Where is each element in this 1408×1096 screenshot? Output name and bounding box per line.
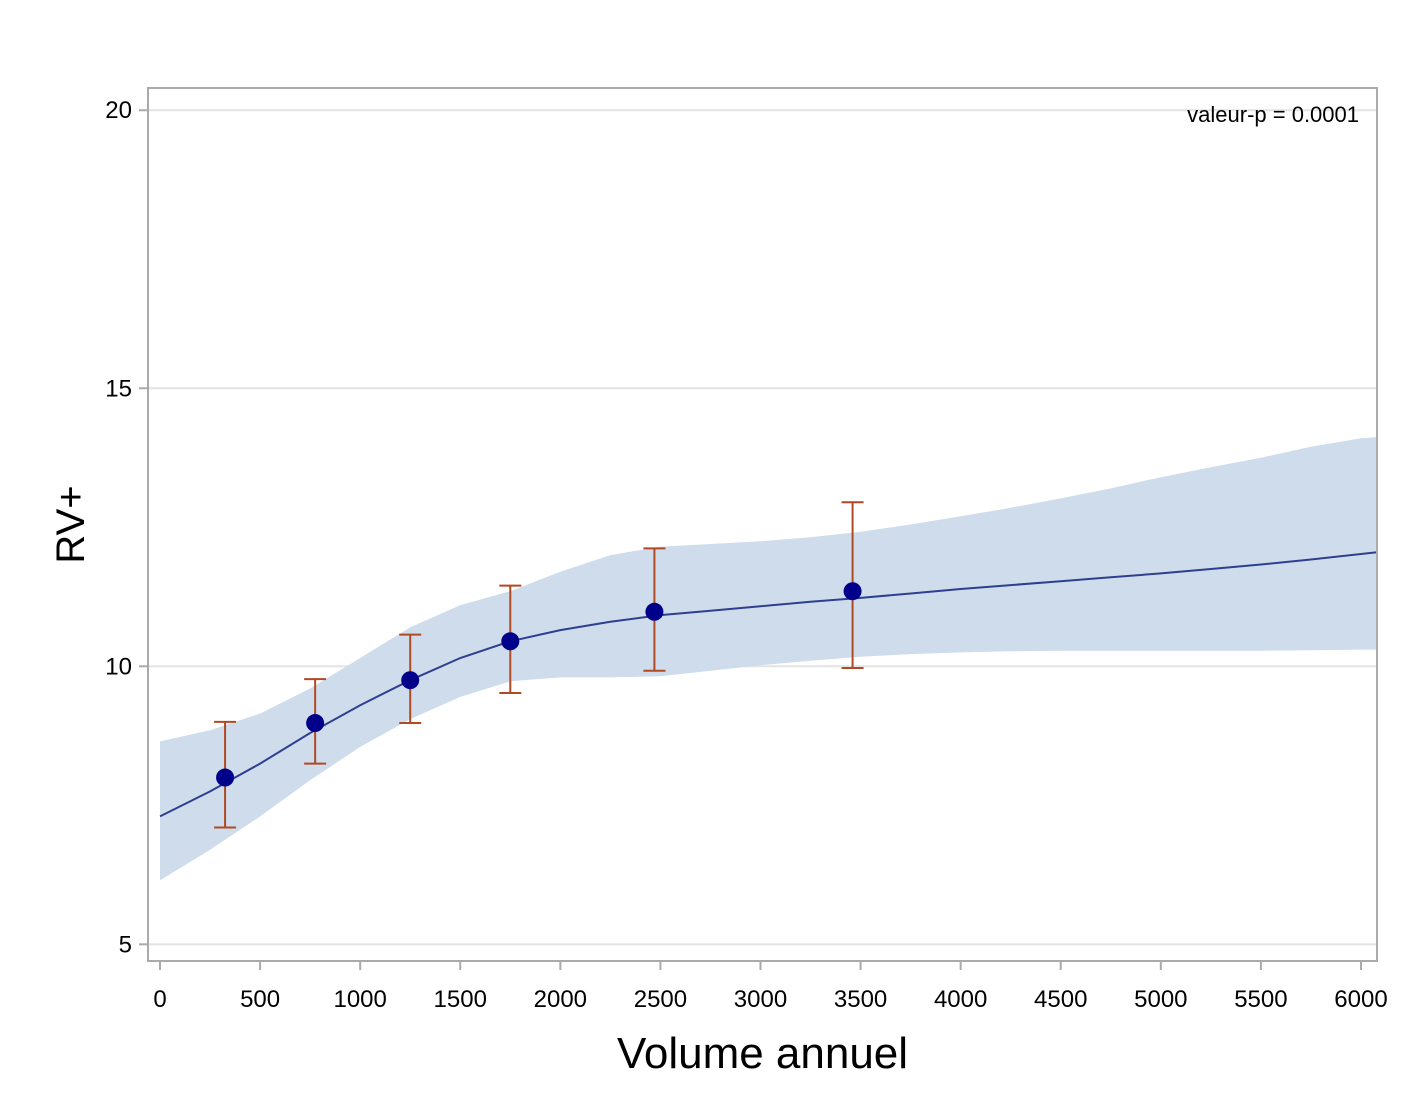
point-layer (216, 582, 862, 787)
x-tick-label-9: 4500 (1034, 986, 1087, 1013)
x-tick-label-12: 6000 (1334, 986, 1387, 1013)
x-tick-label-1: 500 (240, 986, 280, 1013)
data-point-4 (645, 602, 664, 621)
x-tick-label-6: 3000 (734, 986, 787, 1013)
y-axis-label: RV+ (49, 485, 93, 563)
confidence-band (160, 437, 1377, 881)
line-layer (159, 551, 1378, 818)
x-tick-label-8: 4000 (934, 986, 987, 1013)
x-tick-label-2: 1000 (333, 986, 386, 1013)
x-axis-label: Volume annuel (617, 1029, 908, 1078)
fit-line (159, 551, 1378, 818)
band-layer (160, 437, 1377, 881)
data-point-5 (843, 582, 862, 601)
y-tick-label-1: 10 (105, 653, 132, 680)
x-tick-label-11: 5500 (1234, 986, 1287, 1013)
x-tick-label-4: 2000 (534, 986, 587, 1013)
x-tick-label-3: 1500 (434, 986, 487, 1013)
data-point-2 (401, 671, 420, 690)
data-point-1 (306, 714, 325, 733)
y-axis: 5 10 15 20 (105, 97, 148, 958)
x-axis: 0 500 1000 1500 2000 2500 3000 3500 4000 4500 5000… (153, 961, 1388, 1013)
y-tick-label-3: 20 (105, 97, 132, 124)
x-tick-label-10: 5000 (1134, 986, 1187, 1013)
y-tick-label-0: 5 (119, 931, 132, 958)
x-tick-label-5: 2500 (634, 986, 687, 1013)
data-point-3 (501, 632, 520, 651)
x-tick-label-7: 3500 (834, 986, 887, 1013)
plot-border (147, 87, 1378, 962)
p-value-annotation: valeur-p = 0.0001 (1187, 102, 1359, 127)
data-point-0 (216, 768, 235, 787)
y-tick-label-2: 15 (105, 375, 132, 402)
x-tick-label-0: 0 (153, 986, 166, 1013)
